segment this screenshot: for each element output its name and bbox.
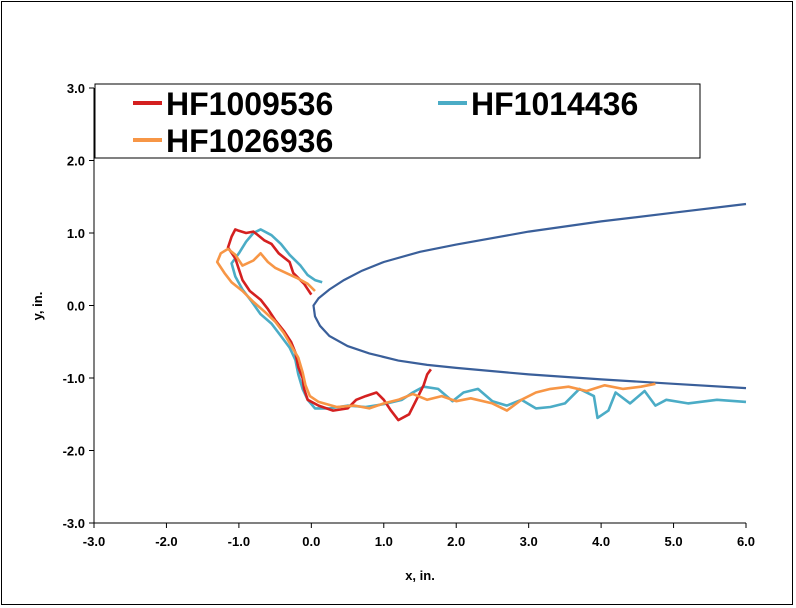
y-tick-label: -3.0 bbox=[63, 516, 85, 531]
y-tick-label: -1.0 bbox=[63, 371, 85, 386]
x-tick-label: 3.0 bbox=[520, 534, 538, 549]
legend-box bbox=[94, 83, 701, 159]
series-line-hf1026936 bbox=[215, 247, 656, 412]
y-tick-label: 3.0 bbox=[67, 81, 85, 96]
series-layer bbox=[215, 228, 747, 422]
legend-label-hf1014436: HF1014436 bbox=[471, 86, 638, 122]
x-tick-label: 2.0 bbox=[447, 534, 465, 549]
x-tick-label: 0.0 bbox=[302, 534, 320, 549]
y-tick-label: 0.0 bbox=[67, 299, 85, 314]
x-tick-label: -1.0 bbox=[228, 534, 250, 549]
series-line-hf1014436 bbox=[230, 228, 747, 420]
legend-label-hf1009536: HF1009536 bbox=[166, 86, 333, 122]
legend: HF1009536 HF1014436 HF1026936 bbox=[94, 83, 701, 159]
x-tick-label: 1.0 bbox=[375, 534, 393, 549]
legend-label-hf1026936: HF1026936 bbox=[166, 123, 333, 159]
x-tick-label: -2.0 bbox=[155, 534, 177, 549]
x-tick-label: 5.0 bbox=[665, 534, 683, 549]
x-tick-label: 6.0 bbox=[737, 534, 755, 549]
reference-curve bbox=[312, 202, 747, 390]
reference-curve-layer bbox=[312, 202, 747, 390]
x-tick-label: -3.0 bbox=[83, 534, 105, 549]
x-tick-label: 4.0 bbox=[592, 534, 610, 549]
y-axis-label: y, in. bbox=[30, 292, 45, 321]
y-tick-label: -2.0 bbox=[63, 444, 85, 459]
x-axis-label: x, in. bbox=[405, 568, 435, 583]
y-tick-label: 1.0 bbox=[67, 226, 85, 241]
tick-layer: -3.0 -2.0 -1.0 0.0 1.0 2.0 3.0 4.0 5.0 6.0 -3.0 -2.… bbox=[63, 81, 755, 549]
y-tick-label: 2.0 bbox=[67, 154, 85, 169]
